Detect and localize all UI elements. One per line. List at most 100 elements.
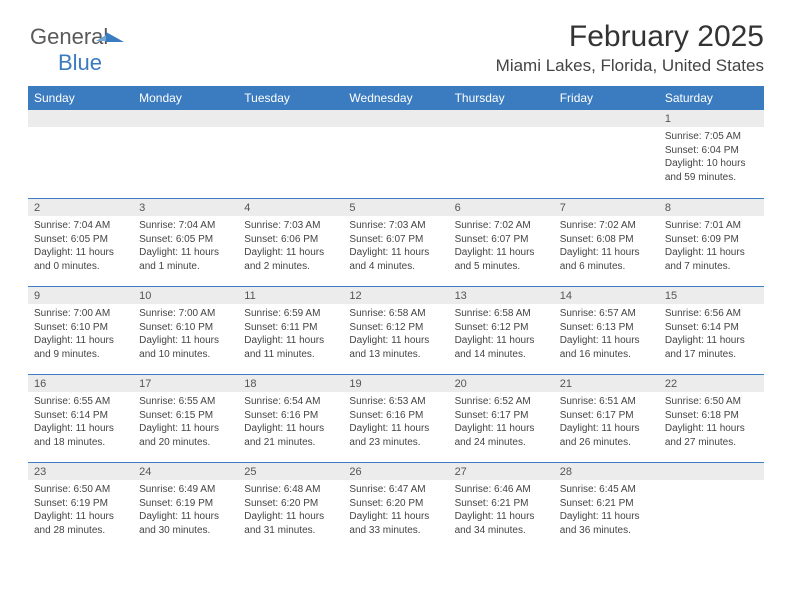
weekday-header: Monday bbox=[133, 86, 238, 110]
sunset-line: Sunset: 6:20 PM bbox=[349, 497, 442, 511]
sunset-line: Sunset: 6:10 PM bbox=[139, 321, 232, 335]
sunrise-line: Sunrise: 7:04 AM bbox=[34, 219, 127, 233]
sunset-line: Sunset: 6:09 PM bbox=[665, 233, 758, 247]
calendar-week-row: 23Sunrise: 6:50 AMSunset: 6:19 PMDayligh… bbox=[28, 462, 764, 550]
calendar-day-cell: 28Sunrise: 6:45 AMSunset: 6:21 PMDayligh… bbox=[554, 462, 659, 550]
day-number bbox=[659, 462, 764, 480]
daylight-line: Daylight: 11 hours and 26 minutes. bbox=[560, 422, 653, 449]
sunset-line: Sunset: 6:15 PM bbox=[139, 409, 232, 423]
day-number: 5 bbox=[343, 198, 448, 216]
day-number: 24 bbox=[133, 462, 238, 480]
calendar-week-row: 9Sunrise: 7:00 AMSunset: 6:10 PMDaylight… bbox=[28, 286, 764, 374]
day-number bbox=[449, 110, 554, 127]
day-detail: Sunrise: 7:04 AMSunset: 6:05 PMDaylight:… bbox=[28, 216, 133, 279]
day-detail: Sunrise: 6:58 AMSunset: 6:12 PMDaylight:… bbox=[449, 304, 554, 367]
day-detail bbox=[238, 127, 343, 136]
sunrise-line: Sunrise: 7:00 AM bbox=[139, 307, 232, 321]
day-detail: Sunrise: 7:02 AMSunset: 6:08 PMDaylight:… bbox=[554, 216, 659, 279]
daylight-line: Daylight: 11 hours and 17 minutes. bbox=[665, 334, 758, 361]
day-detail: Sunrise: 7:02 AMSunset: 6:07 PMDaylight:… bbox=[449, 216, 554, 279]
sunset-line: Sunset: 6:07 PM bbox=[455, 233, 548, 247]
day-number: 28 bbox=[554, 462, 659, 480]
day-detail: Sunrise: 6:51 AMSunset: 6:17 PMDaylight:… bbox=[554, 392, 659, 455]
day-number: 12 bbox=[343, 286, 448, 304]
calendar-week-row: 2Sunrise: 7:04 AMSunset: 6:05 PMDaylight… bbox=[28, 198, 764, 286]
sunset-line: Sunset: 6:12 PM bbox=[455, 321, 548, 335]
calendar-day-cell: 16Sunrise: 6:55 AMSunset: 6:14 PMDayligh… bbox=[28, 374, 133, 462]
daylight-line: Daylight: 11 hours and 10 minutes. bbox=[139, 334, 232, 361]
day-detail bbox=[449, 127, 554, 136]
day-detail bbox=[133, 127, 238, 136]
calendar-day-cell: 24Sunrise: 6:49 AMSunset: 6:19 PMDayligh… bbox=[133, 462, 238, 550]
calendar-day-cell: 3Sunrise: 7:04 AMSunset: 6:05 PMDaylight… bbox=[133, 198, 238, 286]
day-number: 4 bbox=[238, 198, 343, 216]
calendar-day-cell: 18Sunrise: 6:54 AMSunset: 6:16 PMDayligh… bbox=[238, 374, 343, 462]
calendar-day-cell: 11Sunrise: 6:59 AMSunset: 6:11 PMDayligh… bbox=[238, 286, 343, 374]
calendar-day-cell bbox=[659, 462, 764, 550]
sunrise-line: Sunrise: 6:59 AM bbox=[244, 307, 337, 321]
day-number: 14 bbox=[554, 286, 659, 304]
weekday-header: Thursday bbox=[449, 86, 554, 110]
title-block: February 2025 Miami Lakes, Florida, Unit… bbox=[28, 20, 764, 76]
day-number bbox=[133, 110, 238, 127]
daylight-line: Daylight: 11 hours and 34 minutes. bbox=[455, 510, 548, 537]
sunrise-line: Sunrise: 6:56 AM bbox=[665, 307, 758, 321]
daylight-line: Daylight: 11 hours and 21 minutes. bbox=[244, 422, 337, 449]
calendar-day-cell bbox=[554, 110, 659, 198]
day-number: 20 bbox=[449, 374, 554, 392]
day-number: 8 bbox=[659, 198, 764, 216]
sunrise-line: Sunrise: 7:02 AM bbox=[455, 219, 548, 233]
day-detail: Sunrise: 6:55 AMSunset: 6:15 PMDaylight:… bbox=[133, 392, 238, 455]
day-detail: Sunrise: 6:54 AMSunset: 6:16 PMDaylight:… bbox=[238, 392, 343, 455]
sunset-line: Sunset: 6:11 PM bbox=[244, 321, 337, 335]
day-number bbox=[343, 110, 448, 127]
sunset-line: Sunset: 6:06 PM bbox=[244, 233, 337, 247]
sunrise-line: Sunrise: 7:02 AM bbox=[560, 219, 653, 233]
calendar-body: 1Sunrise: 7:05 AMSunset: 6:04 PMDaylight… bbox=[28, 110, 764, 550]
day-number: 26 bbox=[343, 462, 448, 480]
day-number: 22 bbox=[659, 374, 764, 392]
daylight-line: Daylight: 11 hours and 31 minutes. bbox=[244, 510, 337, 537]
calendar-day-cell: 5Sunrise: 7:03 AMSunset: 6:07 PMDaylight… bbox=[343, 198, 448, 286]
day-detail: Sunrise: 7:00 AMSunset: 6:10 PMDaylight:… bbox=[133, 304, 238, 367]
day-detail: Sunrise: 6:55 AMSunset: 6:14 PMDaylight:… bbox=[28, 392, 133, 455]
sunset-line: Sunset: 6:10 PM bbox=[34, 321, 127, 335]
calendar-day-cell: 21Sunrise: 6:51 AMSunset: 6:17 PMDayligh… bbox=[554, 374, 659, 462]
daylight-line: Daylight: 11 hours and 5 minutes. bbox=[455, 246, 548, 273]
sunset-line: Sunset: 6:19 PM bbox=[34, 497, 127, 511]
sunrise-line: Sunrise: 7:04 AM bbox=[139, 219, 232, 233]
calendar-day-cell bbox=[28, 110, 133, 198]
calendar-day-cell: 13Sunrise: 6:58 AMSunset: 6:12 PMDayligh… bbox=[449, 286, 554, 374]
daylight-line: Daylight: 11 hours and 0 minutes. bbox=[34, 246, 127, 273]
daylight-line: Daylight: 11 hours and 14 minutes. bbox=[455, 334, 548, 361]
day-detail: Sunrise: 7:04 AMSunset: 6:05 PMDaylight:… bbox=[133, 216, 238, 279]
brand-logo: General Blue bbox=[30, 24, 124, 76]
sunset-line: Sunset: 6:17 PM bbox=[560, 409, 653, 423]
sunrise-line: Sunrise: 6:49 AM bbox=[139, 483, 232, 497]
day-number: 7 bbox=[554, 198, 659, 216]
logo-triangle-icon bbox=[106, 32, 124, 42]
daylight-line: Daylight: 11 hours and 23 minutes. bbox=[349, 422, 442, 449]
day-detail: Sunrise: 6:58 AMSunset: 6:12 PMDaylight:… bbox=[343, 304, 448, 367]
sunrise-line: Sunrise: 7:01 AM bbox=[665, 219, 758, 233]
calendar-day-cell bbox=[238, 110, 343, 198]
daylight-line: Daylight: 11 hours and 30 minutes. bbox=[139, 510, 232, 537]
calendar-day-cell: 2Sunrise: 7:04 AMSunset: 6:05 PMDaylight… bbox=[28, 198, 133, 286]
day-detail bbox=[343, 127, 448, 136]
sunrise-line: Sunrise: 7:03 AM bbox=[349, 219, 442, 233]
sunset-line: Sunset: 6:14 PM bbox=[665, 321, 758, 335]
daylight-line: Daylight: 10 hours and 59 minutes. bbox=[665, 157, 758, 184]
calendar-day-cell: 26Sunrise: 6:47 AMSunset: 6:20 PMDayligh… bbox=[343, 462, 448, 550]
day-number bbox=[28, 110, 133, 127]
day-detail: Sunrise: 7:05 AMSunset: 6:04 PMDaylight:… bbox=[659, 127, 764, 190]
sunset-line: Sunset: 6:13 PM bbox=[560, 321, 653, 335]
sunrise-line: Sunrise: 7:00 AM bbox=[34, 307, 127, 321]
calendar-day-cell: 15Sunrise: 6:56 AMSunset: 6:14 PMDayligh… bbox=[659, 286, 764, 374]
calendar-day-cell: 19Sunrise: 6:53 AMSunset: 6:16 PMDayligh… bbox=[343, 374, 448, 462]
daylight-line: Daylight: 11 hours and 24 minutes. bbox=[455, 422, 548, 449]
day-number: 6 bbox=[449, 198, 554, 216]
sunrise-line: Sunrise: 6:53 AM bbox=[349, 395, 442, 409]
sunrise-line: Sunrise: 6:55 AM bbox=[34, 395, 127, 409]
sunrise-line: Sunrise: 6:50 AM bbox=[34, 483, 127, 497]
sunrise-line: Sunrise: 6:58 AM bbox=[455, 307, 548, 321]
